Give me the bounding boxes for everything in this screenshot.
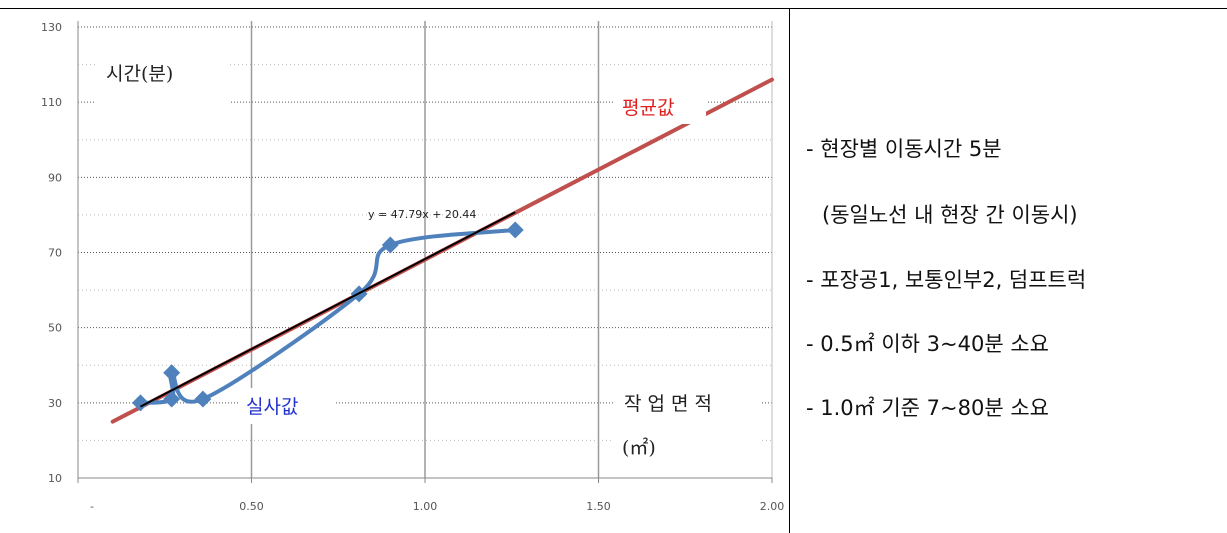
x-tick-labels: - 0.50 1.00 1.50 2.00 bbox=[90, 500, 784, 513]
x-tick-label: 1.50 bbox=[586, 500, 611, 513]
y-tick-label: 30 bbox=[48, 397, 62, 410]
top-border-line bbox=[0, 8, 1227, 9]
y-axis-label: 시간(분) bbox=[106, 63, 173, 85]
note-crew: - 포장공1, 보통인부2, 덤프트럭 bbox=[806, 268, 1087, 292]
y-tick-label: 110 bbox=[41, 96, 62, 109]
note-travel-condition: (동일노선 내 현장 간 이동시) bbox=[822, 203, 1078, 227]
x-axis-label-line2: (㎡) bbox=[622, 436, 656, 459]
actual-label: 실사값 bbox=[246, 396, 298, 418]
work-time-chart: 10 30 50 70 90 110 130 - 0.50 1.00 1.50 2.00 시간(분)… bbox=[41, 21, 784, 513]
average-label-box bbox=[614, 90, 706, 124]
y-tick-label: 70 bbox=[48, 247, 62, 260]
trendline-equation: y = 47.79x + 20.44 bbox=[368, 208, 476, 221]
trendline bbox=[139, 211, 516, 408]
actual-point bbox=[506, 221, 524, 239]
note-small-area: - 0.5㎡ 이하 3~40분 소요 bbox=[806, 332, 1049, 356]
y-tick-label: 130 bbox=[41, 21, 62, 34]
y-tick-label: 90 bbox=[48, 171, 62, 184]
actual-point bbox=[194, 390, 212, 408]
x-tick-label: 0.50 bbox=[239, 500, 264, 513]
series-layer bbox=[110, 77, 774, 424]
x-axis-label-box bbox=[614, 384, 760, 466]
column-divider bbox=[789, 8, 790, 533]
average-label: 평균값 bbox=[622, 97, 674, 119]
y-tick-label: 50 bbox=[48, 322, 62, 335]
x-tick-label: 1.00 bbox=[413, 500, 438, 513]
actual-label-box bbox=[238, 388, 336, 424]
actual-point bbox=[163, 364, 181, 382]
y-tick-label: 10 bbox=[48, 472, 62, 485]
x-axis-label-line1: 작 업 면 적 bbox=[624, 393, 712, 415]
y-axis-label-box bbox=[96, 46, 230, 104]
x-tick-label: - bbox=[90, 500, 94, 513]
x-tick-label: 2.00 bbox=[760, 500, 785, 513]
note-travel-time: - 현장별 이동시간 5분 bbox=[806, 137, 1002, 161]
y-tick-labels: 10 30 50 70 90 110 130 bbox=[41, 21, 62, 485]
note-standard-area: - 1.0㎡ 기준 7~80분 소요 bbox=[806, 396, 1049, 420]
actual-point bbox=[381, 236, 399, 254]
